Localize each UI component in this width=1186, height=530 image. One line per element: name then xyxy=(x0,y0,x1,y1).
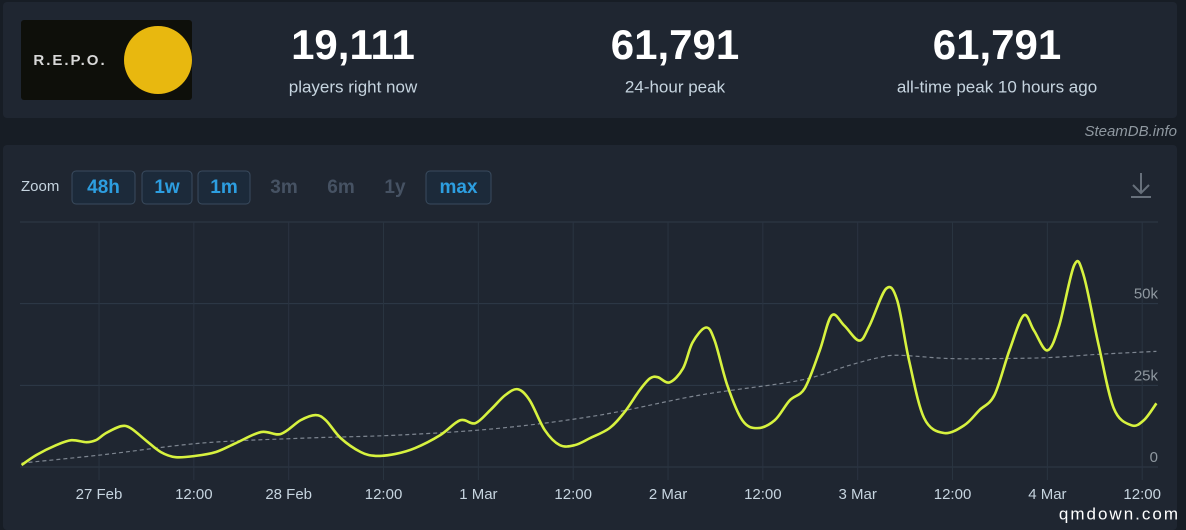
stat-label: all-time peak 10 hours ago xyxy=(897,77,1097,96)
watermark: qmdown.com xyxy=(1059,504,1180,523)
zoom-button[interactable]: 1w xyxy=(141,170,193,205)
y-tick-label: 50k xyxy=(1134,286,1159,303)
zoom-button-frame[interactable] xyxy=(141,170,193,205)
download-icon[interactable] xyxy=(1131,173,1151,198)
zoom-button-text: 6m xyxy=(327,177,354,198)
zoom-button[interactable]: 1m xyxy=(197,170,251,205)
zoom-button: 1y xyxy=(384,177,406,198)
x-tick-label: 2 Mar xyxy=(649,486,687,503)
y-tick-label: 25k xyxy=(1134,367,1159,384)
zoom-button-text: 1y xyxy=(384,177,406,198)
x-tick-label: 3 Mar xyxy=(839,486,877,503)
x-tick-label: 1 Mar xyxy=(459,486,497,503)
zoom-button-frame[interactable] xyxy=(71,170,136,205)
zoom-button-text[interactable]: max xyxy=(439,177,477,198)
zoom-button: 6m xyxy=(327,177,354,198)
x-tick-label: 12:00 xyxy=(1123,486,1161,503)
chart-panel xyxy=(3,145,1177,530)
logo-text: R.E.P.O. xyxy=(33,52,106,69)
stat-value: 19,111 xyxy=(291,21,415,68)
zoom-button-text[interactable]: 1w xyxy=(154,177,180,198)
stat-label: 24-hour peak xyxy=(625,77,726,96)
stat-value: 61,791 xyxy=(933,21,1061,68)
x-tick-label: 12:00 xyxy=(744,486,782,503)
x-tick-label: 12:00 xyxy=(175,486,213,503)
zoom-label: Zoom xyxy=(21,178,59,195)
stat-value: 61,791 xyxy=(611,21,739,68)
x-tick-label: 12:00 xyxy=(934,486,972,503)
zoom-button[interactable]: max xyxy=(425,170,492,205)
x-tick-label: 27 Feb xyxy=(76,486,123,503)
y-tick-label: 0 xyxy=(1150,449,1158,466)
logo-face xyxy=(124,26,192,94)
zoom-button: 3m xyxy=(270,177,297,198)
zoom-button-frame[interactable] xyxy=(425,170,492,205)
source: SteamDB.info xyxy=(1084,123,1177,140)
zoom-button[interactable]: 48h xyxy=(71,170,136,205)
stats-panel xyxy=(3,2,1177,118)
zoom-button-text[interactable]: 1m xyxy=(210,177,237,198)
download-glyph[interactable] xyxy=(1131,173,1151,198)
x-tick-label: 12:00 xyxy=(365,486,403,503)
series-line xyxy=(21,350,1157,464)
zoom-button-text[interactable]: 48h xyxy=(87,177,120,198)
x-tick-label: 12:00 xyxy=(554,486,592,503)
x-tick-label: 4 Mar xyxy=(1028,486,1066,503)
series-line xyxy=(20,259,1158,467)
stat-label: players right now xyxy=(289,77,418,96)
zoom-button-frame[interactable] xyxy=(197,170,251,205)
zoom-button-text: 3m xyxy=(270,177,297,198)
x-tick-label: 28 Feb xyxy=(265,486,312,503)
